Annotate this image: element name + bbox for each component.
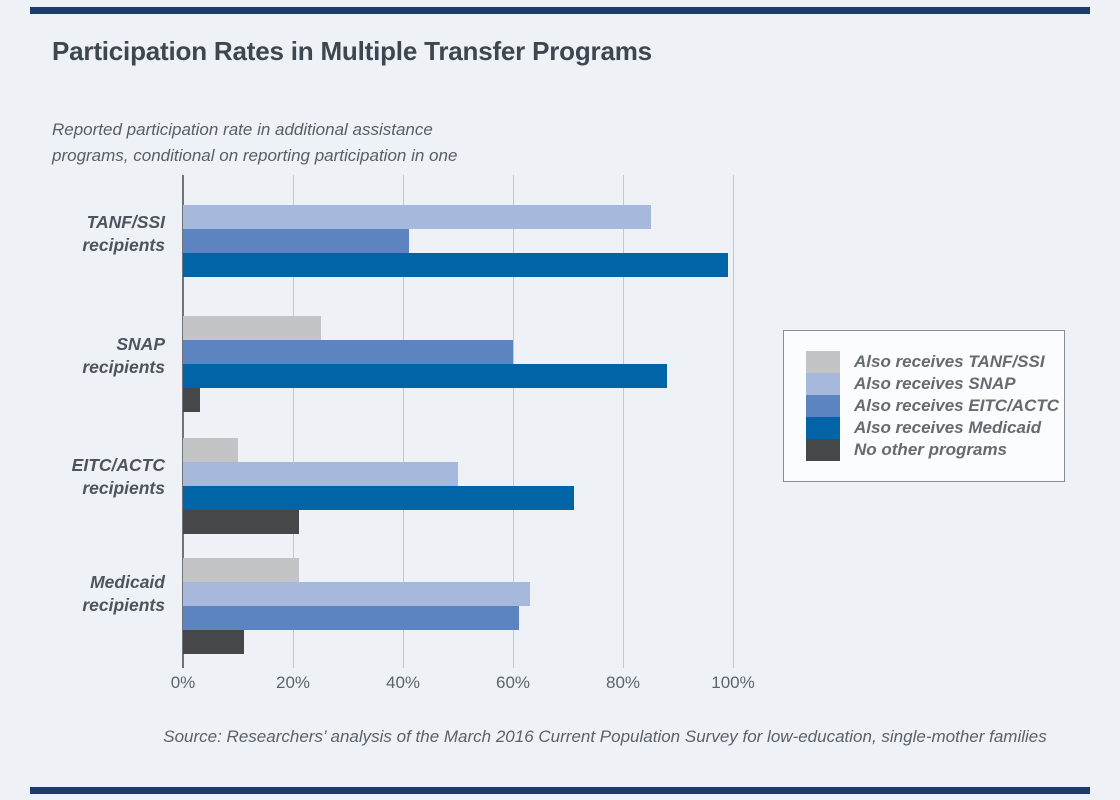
top-rule bbox=[30, 7, 1090, 14]
bar-also-receives-tanf-ssi bbox=[183, 438, 238, 462]
legend-item: No other programs bbox=[806, 439, 1064, 461]
legend-item: Also receives EITC/ACTC bbox=[806, 395, 1064, 417]
bar-also-receives-medicaid bbox=[183, 253, 728, 277]
bar-also-receives-tanf-ssi bbox=[183, 316, 321, 340]
legend-swatch bbox=[806, 395, 840, 417]
chart-subtitle: Reported participation rate in additiona… bbox=[52, 120, 458, 165]
x-tick-label: 60% bbox=[495, 673, 531, 692]
plot-area: 0% 20% 40% 60% 80% 100% bbox=[171, 175, 755, 692]
source-note: Source: Researchers’ analysis of the Mar… bbox=[163, 727, 1047, 746]
bar-also-receives-eitc-actc bbox=[183, 229, 409, 253]
legend-swatch bbox=[806, 439, 840, 461]
legend-swatch bbox=[806, 351, 840, 373]
gridline bbox=[403, 175, 404, 668]
legend-item: Also receives TANF/SSI bbox=[806, 351, 1064, 373]
legend-swatch bbox=[806, 417, 840, 439]
gridline bbox=[623, 175, 624, 668]
bar-also-receives-snap bbox=[183, 462, 458, 486]
x-tick-label: 100% bbox=[711, 673, 755, 692]
category-label: Medicaid recipients bbox=[82, 572, 165, 616]
bar-also-receives-tanf-ssi bbox=[183, 558, 299, 582]
category-label: TANF/SSI recipients bbox=[82, 212, 165, 256]
bar-no-other-programs bbox=[183, 510, 299, 534]
bar-also-receives-eitc-actc bbox=[183, 340, 513, 364]
category-label: SNAP recipients bbox=[82, 334, 165, 378]
x-tick-label: 0% bbox=[170, 673, 196, 692]
x-tick-label: 80% bbox=[605, 673, 641, 692]
legend-item-label: Also receives EITC/ACTC bbox=[854, 396, 1060, 415]
legend-item-label: Also receives Medicaid bbox=[854, 418, 1042, 437]
legend-item-label: Also receives SNAP bbox=[854, 374, 1016, 393]
category-label: EITC/ACTC recipients bbox=[71, 455, 165, 499]
gridline bbox=[293, 175, 294, 668]
legend: Also receives TANF/SSI Also receives SNAP… bbox=[783, 330, 1065, 482]
gridline bbox=[513, 175, 514, 668]
x-tick-label: 20% bbox=[275, 673, 311, 692]
y-axis-line bbox=[182, 175, 184, 668]
bar-no-other-programs bbox=[183, 388, 200, 412]
x-tick-label: 40% bbox=[385, 673, 421, 692]
bar-also-receives-medicaid bbox=[183, 486, 574, 510]
legend-item: Also receives Medicaid bbox=[806, 417, 1064, 439]
bottom-rule bbox=[30, 787, 1090, 794]
legend-item: Also receives SNAP bbox=[806, 373, 1064, 395]
chart-title: Participation Rates in Multiple Transfer… bbox=[52, 36, 652, 66]
gridline bbox=[733, 175, 734, 668]
bar-also-receives-snap bbox=[183, 205, 651, 229]
bar-also-receives-eitc-actc bbox=[183, 606, 519, 630]
legend-item-label: No other programs bbox=[854, 440, 1008, 459]
legend-item-label: Also receives TANF/SSI bbox=[854, 352, 1045, 371]
bar-also-receives-snap bbox=[183, 582, 530, 606]
bar-also-receives-medicaid bbox=[183, 364, 667, 388]
bar-no-other-programs bbox=[183, 630, 244, 654]
legend-swatch bbox=[806, 373, 840, 395]
